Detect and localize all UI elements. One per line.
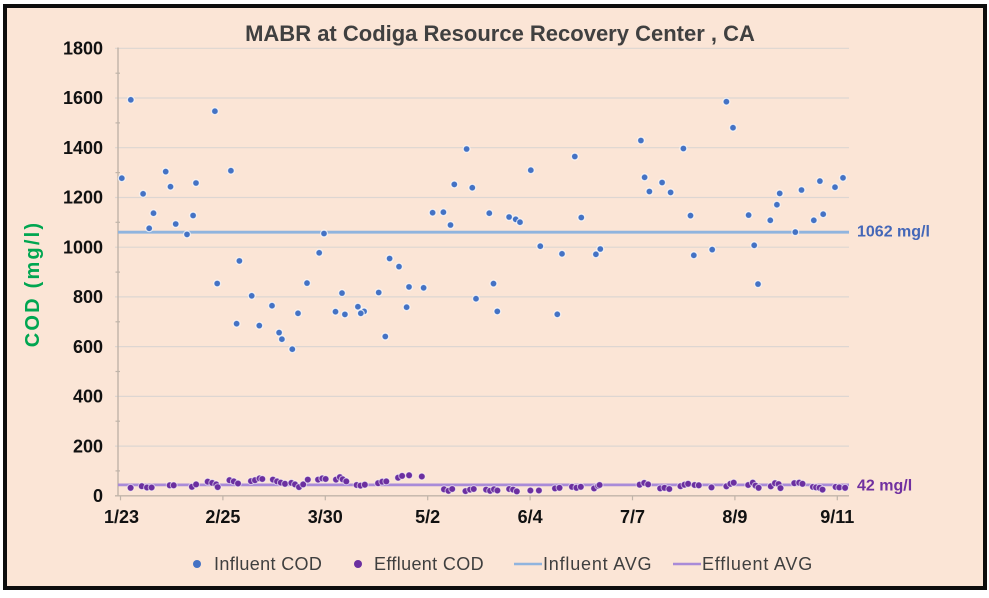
svg-text:2/25: 2/25 — [205, 507, 240, 527]
svg-text:MABR at Codiga Resource Recove: MABR at Codiga Resource Recovery Center … — [245, 21, 755, 46]
svg-text:6/4: 6/4 — [518, 507, 543, 527]
svg-text:800: 800 — [73, 287, 103, 307]
svg-text:200: 200 — [73, 436, 103, 456]
svg-text:COD (mg/l): COD (mg/l) — [22, 221, 44, 347]
svg-text:Effluent AVG: Effluent AVG — [702, 554, 813, 574]
svg-text:1800: 1800 — [63, 39, 103, 59]
svg-text:1400: 1400 — [63, 138, 103, 158]
svg-text:1062 mg/l: 1062 mg/l — [857, 224, 930, 241]
svg-text:Effluent COD: Effluent COD — [374, 554, 484, 574]
svg-text:9/11: 9/11 — [820, 507, 854, 527]
svg-text:Influent AVG: Influent AVG — [543, 554, 652, 574]
svg-text:7/7: 7/7 — [620, 507, 645, 527]
svg-text:600: 600 — [73, 337, 103, 357]
svg-text:42 mg/l: 42 mg/l — [857, 478, 912, 495]
svg-text:3/30: 3/30 — [308, 507, 343, 527]
svg-text:8/9: 8/9 — [722, 507, 747, 527]
svg-text:1000: 1000 — [63, 237, 103, 257]
svg-text:Influent COD: Influent COD — [214, 554, 322, 574]
svg-text:1/23: 1/23 — [104, 507, 139, 527]
svg-text:1200: 1200 — [63, 188, 103, 208]
svg-text:5/2: 5/2 — [415, 507, 440, 527]
svg-text:1600: 1600 — [63, 88, 103, 108]
svg-text:400: 400 — [73, 387, 103, 407]
svg-text:0: 0 — [93, 486, 103, 506]
